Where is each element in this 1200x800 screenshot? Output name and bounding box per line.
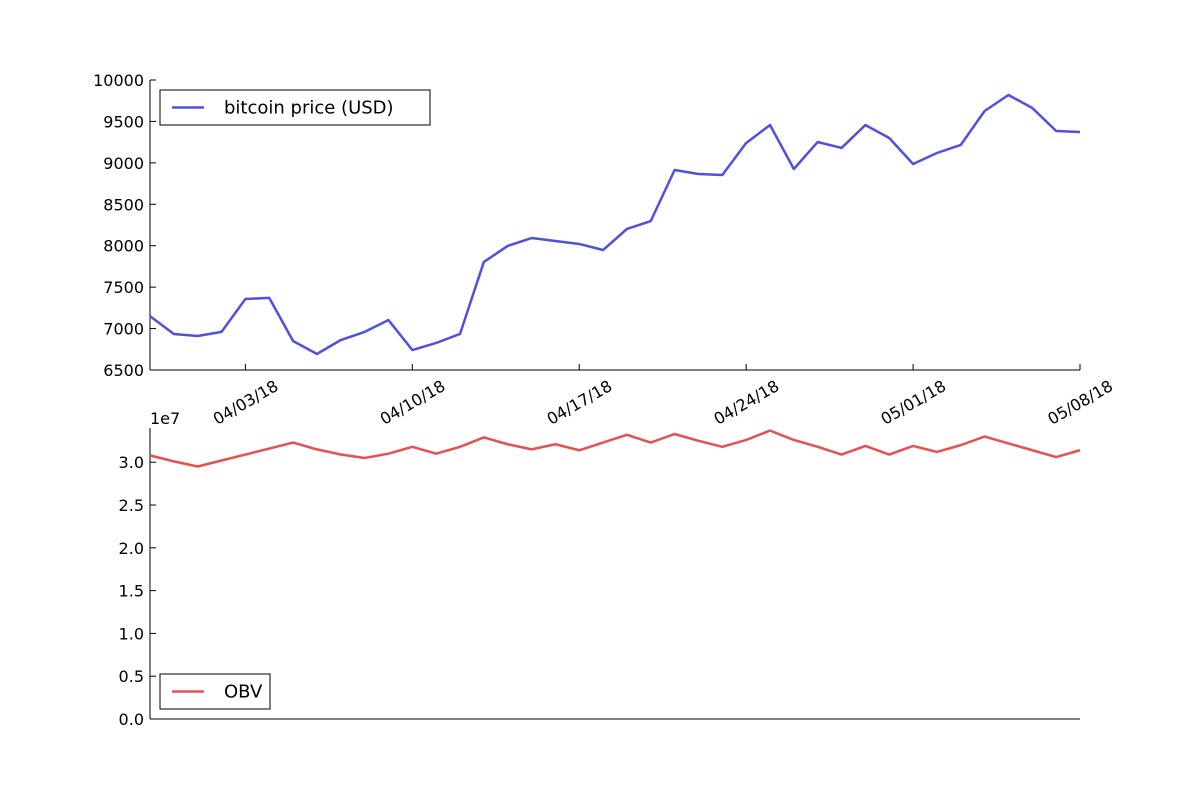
y-tick-label: 7500 [103,278,144,297]
y-tick-label: 6500 [103,361,144,380]
y-tick-label: 10000 [93,71,144,90]
y-tick-label: 7000 [103,320,144,339]
y-tick-label: 8000 [103,237,144,256]
x-tick-label: 04/24/18 [711,376,783,428]
data-line [149,93,1081,356]
y-offset-label: 1e7 [150,409,180,428]
x-tick-label: 05/01/18 [877,376,949,428]
y-tick-label: 9500 [103,112,144,131]
data-line [149,429,1081,468]
x-tick-label: 05/08/18 [1044,376,1116,428]
y-tick-label: 2.0 [119,539,144,558]
legend-box [159,89,431,126]
y-tick-label: 2.5 [119,496,144,515]
y-tick-label: 1.0 [119,624,144,643]
x-tick-label: 04/10/18 [377,376,449,428]
x-tick-label: 04/03/18 [210,376,282,428]
y-tick-label: 9000 [103,154,144,173]
y-tick-label: 8500 [103,195,144,214]
y-tick-label: 0.5 [119,667,144,686]
y-tick-label: 3.0 [119,453,144,472]
legend-label: OBV [224,682,263,703]
x-tick-label: 04/17/18 [544,376,616,428]
y-tick-label: 0.0 [119,710,144,729]
legend-label: bitcoin price (USD) [224,98,394,119]
y-tick-label: 1.5 [119,582,144,601]
